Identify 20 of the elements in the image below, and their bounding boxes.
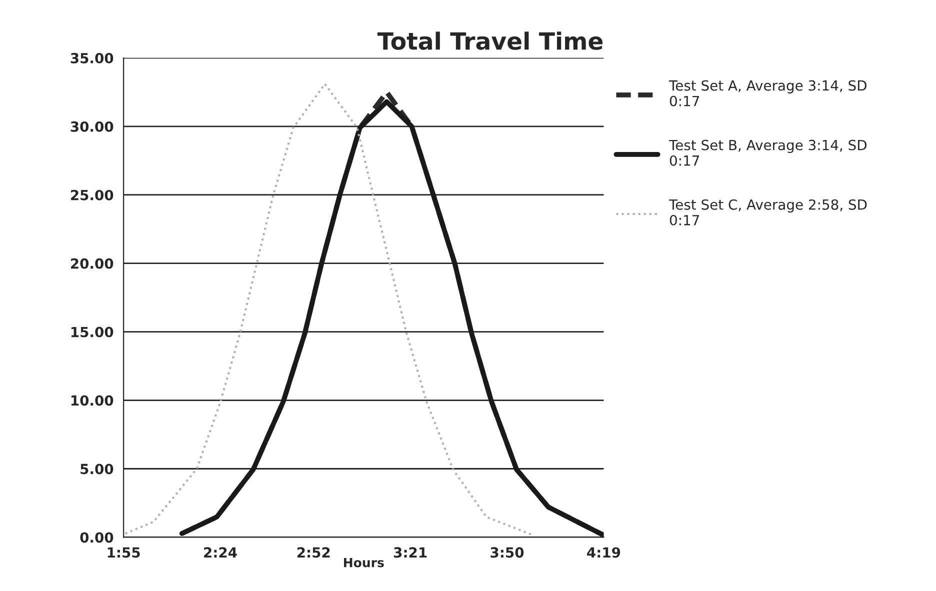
legend-label: Test Set A, Average 3:14, SD 0:17 [668,80,866,106]
y-tick-label: 30.00 [70,121,114,132]
legend-label: Test Set B, Average 3:14, SD 0:17 [668,140,866,166]
y-tick-label: 20.00 [71,258,114,269]
x-tick-label: 3:21 [394,547,427,558]
x-tick-label: 1:55 [108,547,140,558]
y-tick-label: 15.00 [71,326,114,338]
legend-label: Test Set C, Average 2:58, SD 0:17 [668,199,867,226]
x-axis-title: Hours [344,558,384,568]
chart-title: Total Travel Time [377,32,603,50]
y-tick-label: 0.00 [80,532,114,543]
y-tick-label: 35.00 [70,52,114,64]
line-series [124,82,534,536]
x-tick-label: 3:50 [490,547,524,558]
y-tick-label: 5.00 [80,464,114,474]
x-tick-label: 4:19 [587,547,620,558]
x-tick-label: 2:24 [204,547,237,558]
y-tick-label: 10.00 [71,395,114,406]
y-tick-label: 25.00 [71,190,114,200]
x-tick-label: 2:52 [297,547,330,558]
